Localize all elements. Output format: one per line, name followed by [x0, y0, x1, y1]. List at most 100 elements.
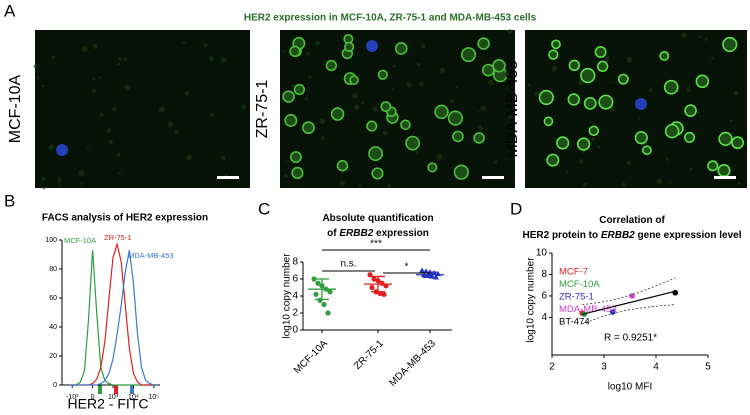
gate-marker — [98, 385, 102, 394]
x-tick-label: 10⁴ — [128, 394, 139, 401]
x-axis-label: log10 MFI — [608, 382, 652, 393]
cell — [291, 166, 304, 180]
x-tick-label: 2 — [549, 362, 555, 373]
nucleus — [366, 40, 378, 52]
background-speck — [291, 84, 295, 88]
sd-whisker — [315, 278, 329, 301]
cell — [492, 58, 506, 73]
cell — [302, 121, 315, 135]
y-axis-label: log10 copy number — [282, 253, 293, 339]
background-speck — [626, 56, 633, 63]
data-point — [369, 284, 375, 291]
confidence-band — [582, 304, 676, 325]
background-speck — [352, 92, 358, 99]
cell — [663, 79, 679, 95]
background-speck — [733, 90, 739, 96]
cell — [349, 75, 359, 85]
y-tick-label: 4 — [541, 312, 547, 323]
chart-title: Correlation of — [599, 215, 665, 226]
background-speck — [59, 184, 62, 188]
cell — [366, 120, 378, 132]
background-speck — [203, 43, 208, 47]
background-speck — [320, 135, 325, 140]
panel-label: B — [4, 191, 15, 210]
cell — [664, 123, 680, 139]
background-speck — [283, 173, 288, 178]
y-tick-label: 6 — [541, 291, 547, 302]
cell — [576, 137, 591, 151]
background-speck — [48, 144, 54, 151]
background-speck — [117, 62, 121, 66]
cell — [659, 51, 670, 61]
background-speck — [358, 183, 362, 187]
scale-bar — [482, 176, 504, 179]
cell — [377, 69, 388, 80]
background-speck — [729, 119, 733, 122]
background-speck — [305, 51, 310, 56]
background-speck — [450, 99, 454, 104]
cell — [596, 60, 609, 73]
histogram-line — [68, 250, 158, 386]
image-label: MDA-MB-453 — [504, 60, 521, 157]
cell — [394, 42, 408, 55]
x-tick-label: 10⁵ — [149, 394, 160, 401]
cell — [460, 47, 477, 63]
title-part: expression — [376, 228, 429, 239]
chart-title: Absolute quantification — [322, 213, 433, 224]
annotation: R = 0.9251* — [604, 333, 657, 344]
cell — [717, 164, 731, 178]
background-speck — [507, 29, 513, 35]
background-speck — [480, 105, 487, 112]
x-tick-label: 5 — [705, 362, 711, 373]
y-tick-label: 8 — [292, 257, 298, 268]
cell — [617, 73, 629, 85]
legend-label: MCF-7 — [559, 267, 588, 278]
background-speck — [669, 181, 672, 184]
micrograph — [280, 30, 515, 188]
background-speck — [186, 154, 192, 161]
background-speck — [699, 35, 702, 39]
cell — [405, 135, 421, 151]
background-speck — [508, 115, 512, 119]
background-speck — [51, 55, 56, 60]
significance-label: *** — [370, 239, 382, 250]
title-part: Absolute quantification — [322, 213, 433, 224]
image-label: ZR-75-1 — [254, 80, 271, 139]
sd-whisker — [371, 275, 385, 293]
data-point — [315, 280, 321, 286]
background-speck — [92, 77, 96, 80]
background-speck — [665, 157, 669, 161]
background-speck — [221, 155, 226, 161]
cell — [543, 116, 554, 127]
y-tick-label: 20 — [49, 353, 57, 360]
cell — [400, 119, 411, 131]
cell — [583, 96, 597, 110]
chart-title: FACS analysis of HER2 expression — [42, 213, 208, 224]
background-speck — [387, 183, 391, 188]
background-speck — [439, 67, 445, 74]
cell — [634, 131, 648, 145]
cell — [380, 101, 392, 112]
background-speck — [319, 118, 325, 124]
background-speck — [686, 87, 691, 93]
background-speck — [315, 40, 321, 46]
x-axis-label: HER2 - FITC — [68, 396, 149, 412]
background-speck — [416, 62, 421, 67]
y-tick-label: 100 — [45, 237, 57, 244]
background-speck — [621, 182, 626, 187]
background-speck — [118, 171, 122, 175]
title-part: HER2 protein to — [523, 230, 599, 241]
background-speck — [436, 153, 443, 160]
background-speck — [41, 185, 46, 190]
panel-label: A — [4, 1, 16, 20]
cell — [722, 36, 738, 53]
legend-label: BT-474 — [559, 317, 590, 328]
cell — [588, 125, 600, 137]
cell — [282, 90, 295, 103]
y-tick-label: 4 — [292, 291, 298, 302]
data-point — [325, 310, 331, 316]
y-tick-label: 8 — [541, 269, 547, 280]
background-speck — [477, 110, 480, 113]
background-speck — [382, 130, 388, 136]
